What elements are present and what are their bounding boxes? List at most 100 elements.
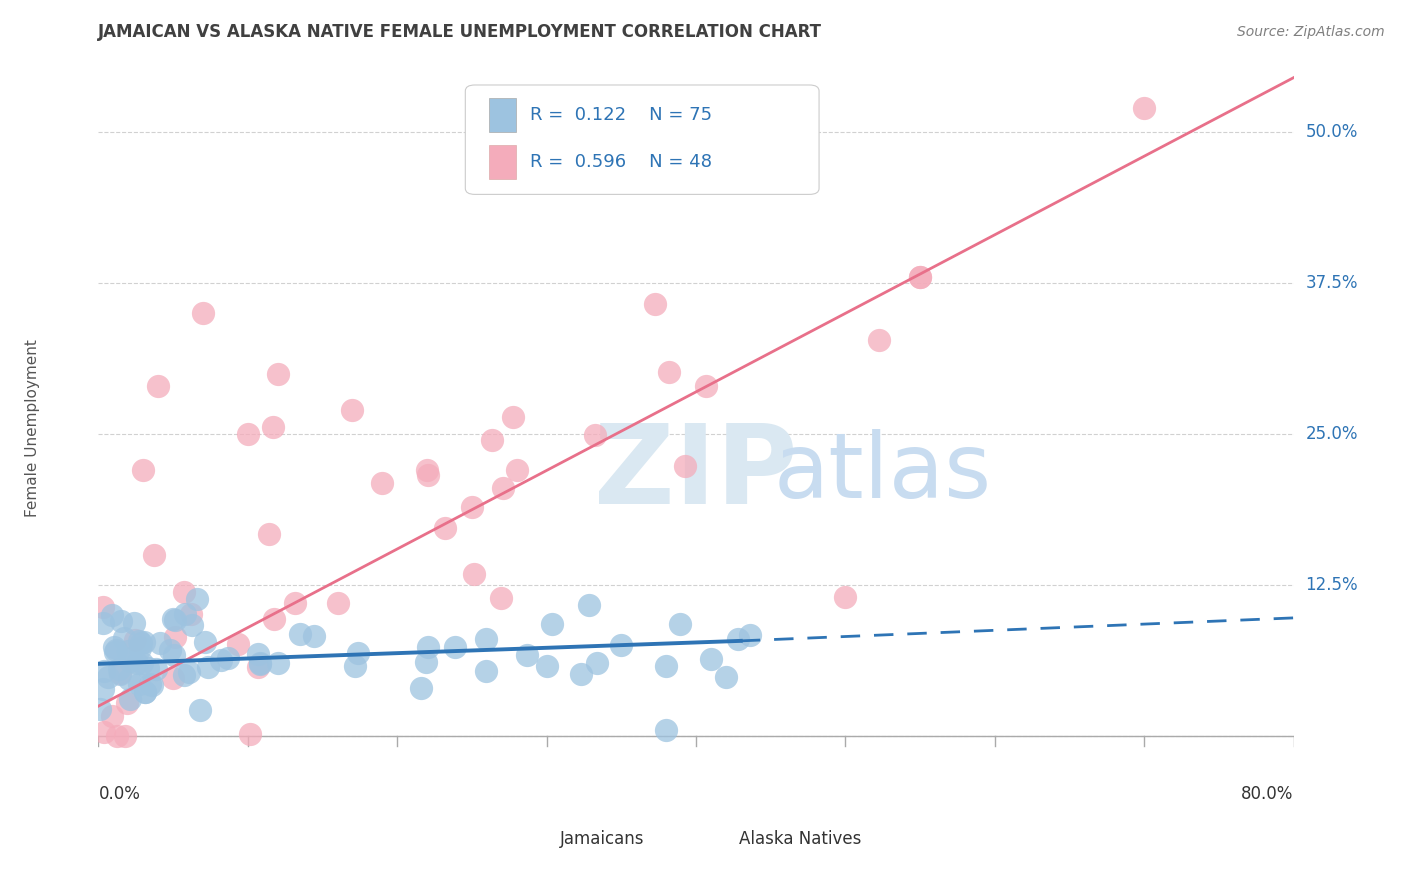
Point [415, 656, 437, 670]
Point [578, 598, 600, 612]
Point [228, 637, 250, 651]
Point [492, 481, 515, 495]
Point [209, 653, 232, 667]
Text: atlas: atlas [773, 429, 991, 517]
Point [416, 468, 439, 483]
Point [908, 270, 931, 285]
Text: 37.5%: 37.5% [1306, 274, 1358, 293]
Point [197, 659, 219, 673]
Point [481, 433, 503, 447]
Point [655, 659, 678, 673]
Point [139, 677, 162, 691]
Text: Female Unemployment: Female Unemployment [25, 339, 41, 517]
Text: Source: ZipAtlas.com: Source: ZipAtlas.com [1237, 25, 1385, 39]
Point [91, 600, 114, 615]
Point [108, 662, 131, 676]
Point [165, 630, 187, 644]
Point [343, 659, 366, 673]
Point [463, 567, 485, 582]
Point [262, 420, 284, 434]
Point [162, 612, 184, 626]
Point [188, 703, 211, 717]
Point [122, 615, 145, 630]
Point [103, 640, 125, 654]
Point [908, 270, 931, 285]
Point [217, 651, 239, 665]
Point [409, 681, 432, 695]
Point [134, 685, 156, 699]
Text: ZIP: ZIP [595, 419, 797, 526]
Text: Jamaicans: Jamaicans [560, 830, 644, 847]
Point [249, 657, 271, 671]
Point [101, 708, 124, 723]
Point [246, 647, 269, 661]
FancyBboxPatch shape [489, 98, 516, 132]
Point [132, 463, 155, 477]
Point [700, 651, 723, 665]
Point [288, 626, 311, 640]
Text: R =  0.122    N = 75: R = 0.122 N = 75 [530, 106, 711, 124]
Point [129, 636, 152, 650]
Text: 12.5%: 12.5% [1306, 576, 1358, 594]
Point [105, 643, 128, 657]
Point [644, 297, 666, 311]
Point [267, 656, 290, 670]
Point [673, 459, 696, 474]
Point [110, 614, 132, 628]
Point [541, 617, 564, 632]
Point [738, 628, 761, 642]
Point [145, 662, 167, 676]
Point [134, 685, 156, 699]
Point [105, 729, 128, 743]
Point [117, 644, 139, 658]
FancyBboxPatch shape [489, 145, 516, 178]
Point [416, 463, 439, 477]
Point [191, 306, 214, 320]
Point [179, 665, 201, 679]
Point [114, 729, 136, 743]
Text: 50.0%: 50.0% [1306, 123, 1358, 141]
Point [246, 660, 269, 674]
Point [186, 592, 208, 607]
Point [132, 635, 155, 649]
Text: R =  0.596    N = 48: R = 0.596 N = 48 [530, 153, 711, 170]
FancyBboxPatch shape [465, 85, 820, 194]
Point [108, 666, 131, 681]
Point [346, 646, 368, 660]
Point [173, 607, 195, 622]
Point [444, 640, 467, 654]
Point [506, 463, 529, 477]
Point [536, 659, 558, 673]
Point [93, 725, 115, 739]
Point [284, 596, 307, 610]
Point [93, 664, 115, 678]
Point [163, 648, 186, 662]
Point [489, 591, 512, 605]
Point [118, 692, 141, 706]
Point [180, 618, 202, 632]
Point [103, 645, 125, 659]
Point [695, 378, 717, 392]
Point [658, 365, 681, 379]
Point [173, 668, 195, 682]
Point [159, 642, 181, 657]
Point [110, 665, 132, 680]
Point [569, 667, 592, 681]
Point [236, 427, 259, 442]
Point [502, 409, 524, 424]
Point [101, 608, 124, 623]
Point [118, 654, 141, 668]
Point [91, 616, 114, 631]
Point [1133, 101, 1156, 115]
Point [128, 676, 150, 690]
Point [118, 672, 141, 686]
Point [120, 651, 142, 665]
Point [148, 379, 170, 393]
Point [141, 678, 163, 692]
Point [194, 635, 217, 649]
Point [434, 521, 457, 535]
Point [112, 631, 135, 645]
Point [610, 638, 633, 652]
Point [371, 475, 394, 490]
Text: 0.0%: 0.0% [98, 785, 141, 804]
